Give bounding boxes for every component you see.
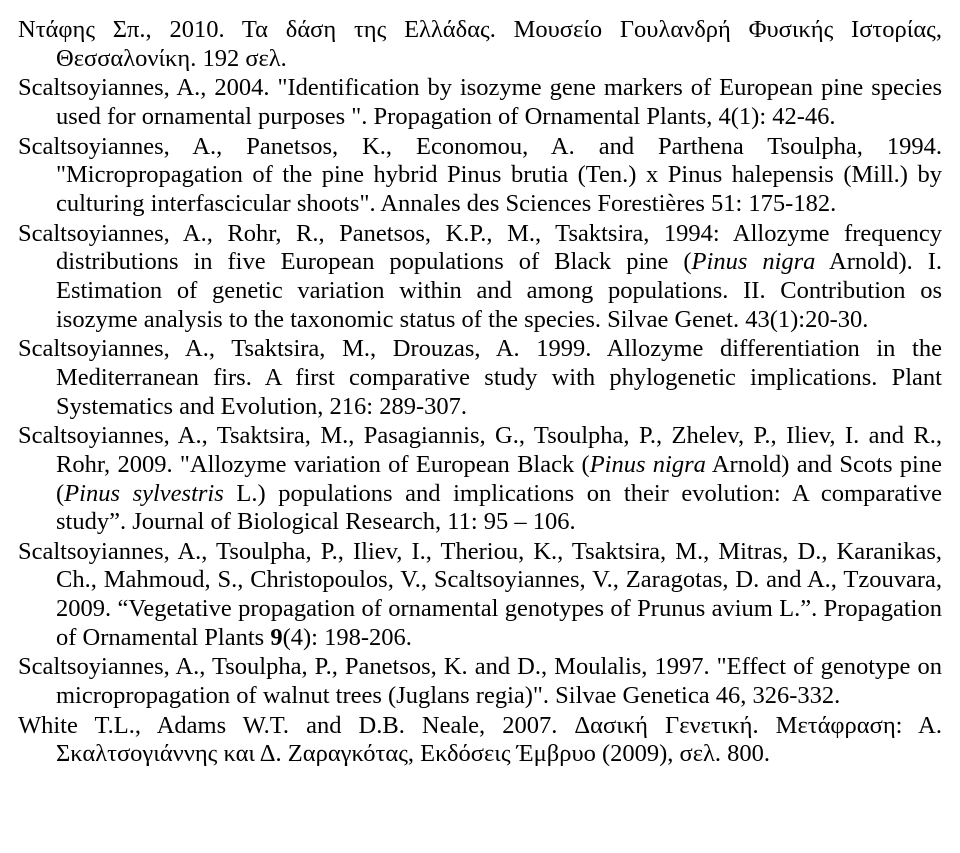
reference-entry: Scaltsoyiannes, A., Panetsos, K., Econom… bbox=[18, 133, 942, 219]
reference-entry: Scaltsoyiannes, A., Tsoulpha, P., Panets… bbox=[18, 653, 942, 710]
reference-entry: Scaltsoyiannes, A., Tsaktsira, M., Drouz… bbox=[18, 335, 942, 421]
reference-entry: Scaltsoyiannes, A., Tsoulpha, P., Iliev,… bbox=[18, 538, 942, 653]
reference-entry: White T.L., Adams W.T. and D.B. Neale, 2… bbox=[18, 712, 942, 769]
reference-entry: Scaltsoyiannes, A., Tsaktsira, M., Pasag… bbox=[18, 422, 942, 537]
reference-entry: Scaltsoyiannes, A., 2004. "Identificatio… bbox=[18, 74, 942, 131]
reference-entry: Scaltsoyiannes, A., Rohr, R., Panetsos, … bbox=[18, 220, 942, 335]
reference-entry: Ντάφης Σπ., 2010. Τα δάση της Ελλάδας. Μ… bbox=[18, 16, 942, 73]
